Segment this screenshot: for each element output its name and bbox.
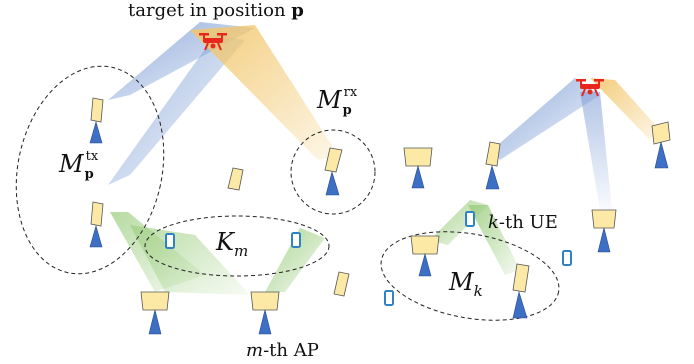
ellipse-set-tx	[15, 65, 165, 275]
ap-front-right	[591, 209, 617, 253]
ap-front-1	[403, 147, 433, 189]
beam-tx-lower	[108, 35, 245, 185]
sensing-beams-left	[108, 22, 338, 185]
set-tx-label: Mptx	[59, 149, 99, 182]
ap-center	[227, 167, 244, 191]
beam-right-1	[492, 78, 600, 160]
ue-label: k-th UE	[488, 212, 558, 233]
beam-rx	[190, 25, 338, 160]
ap-far-right-tilt	[651, 121, 671, 169]
beam-right-3	[590, 78, 660, 140]
set-rx-label: Mprx	[317, 85, 358, 118]
ap-front-2	[410, 235, 440, 277]
ap-label: m-th AP	[246, 340, 319, 361]
ap-right-tilt-1	[485, 141, 501, 190]
ap-tx-1	[89, 97, 104, 144]
beam-right-2	[580, 92, 612, 210]
ap-rx-1	[324, 147, 343, 196]
ue-1	[165, 233, 175, 249]
comm-beams	[110, 200, 520, 295]
ellipse-set-mk	[380, 231, 560, 321]
set-mk-label: Mk	[449, 268, 483, 300]
comm-beam-2	[130, 225, 250, 295]
comm-beam-3	[265, 228, 325, 292]
ap-front-mth	[250, 291, 280, 335]
target-label: target in position p	[128, 0, 304, 21]
ap-front-3	[140, 291, 170, 335]
comm-beam-5	[468, 205, 520, 275]
set-ellipses	[15, 65, 560, 321]
user-equipments	[165, 211, 572, 306]
ue-2	[291, 232, 301, 248]
ellipse-set-rx	[290, 129, 376, 215]
set-km-label: Km	[216, 228, 249, 260]
ap-tx-2	[89, 201, 104, 248]
ue-3	[384, 290, 394, 306]
drone-right	[576, 79, 604, 97]
drone-target	[199, 33, 227, 51]
sensing-beams-right	[492, 78, 660, 210]
ue-kth	[465, 211, 475, 227]
ellipse-set-km	[144, 215, 330, 277]
ue-5	[562, 250, 572, 266]
ap-mid-right	[333, 271, 350, 297]
ap-right-tilt-2	[512, 263, 530, 319]
